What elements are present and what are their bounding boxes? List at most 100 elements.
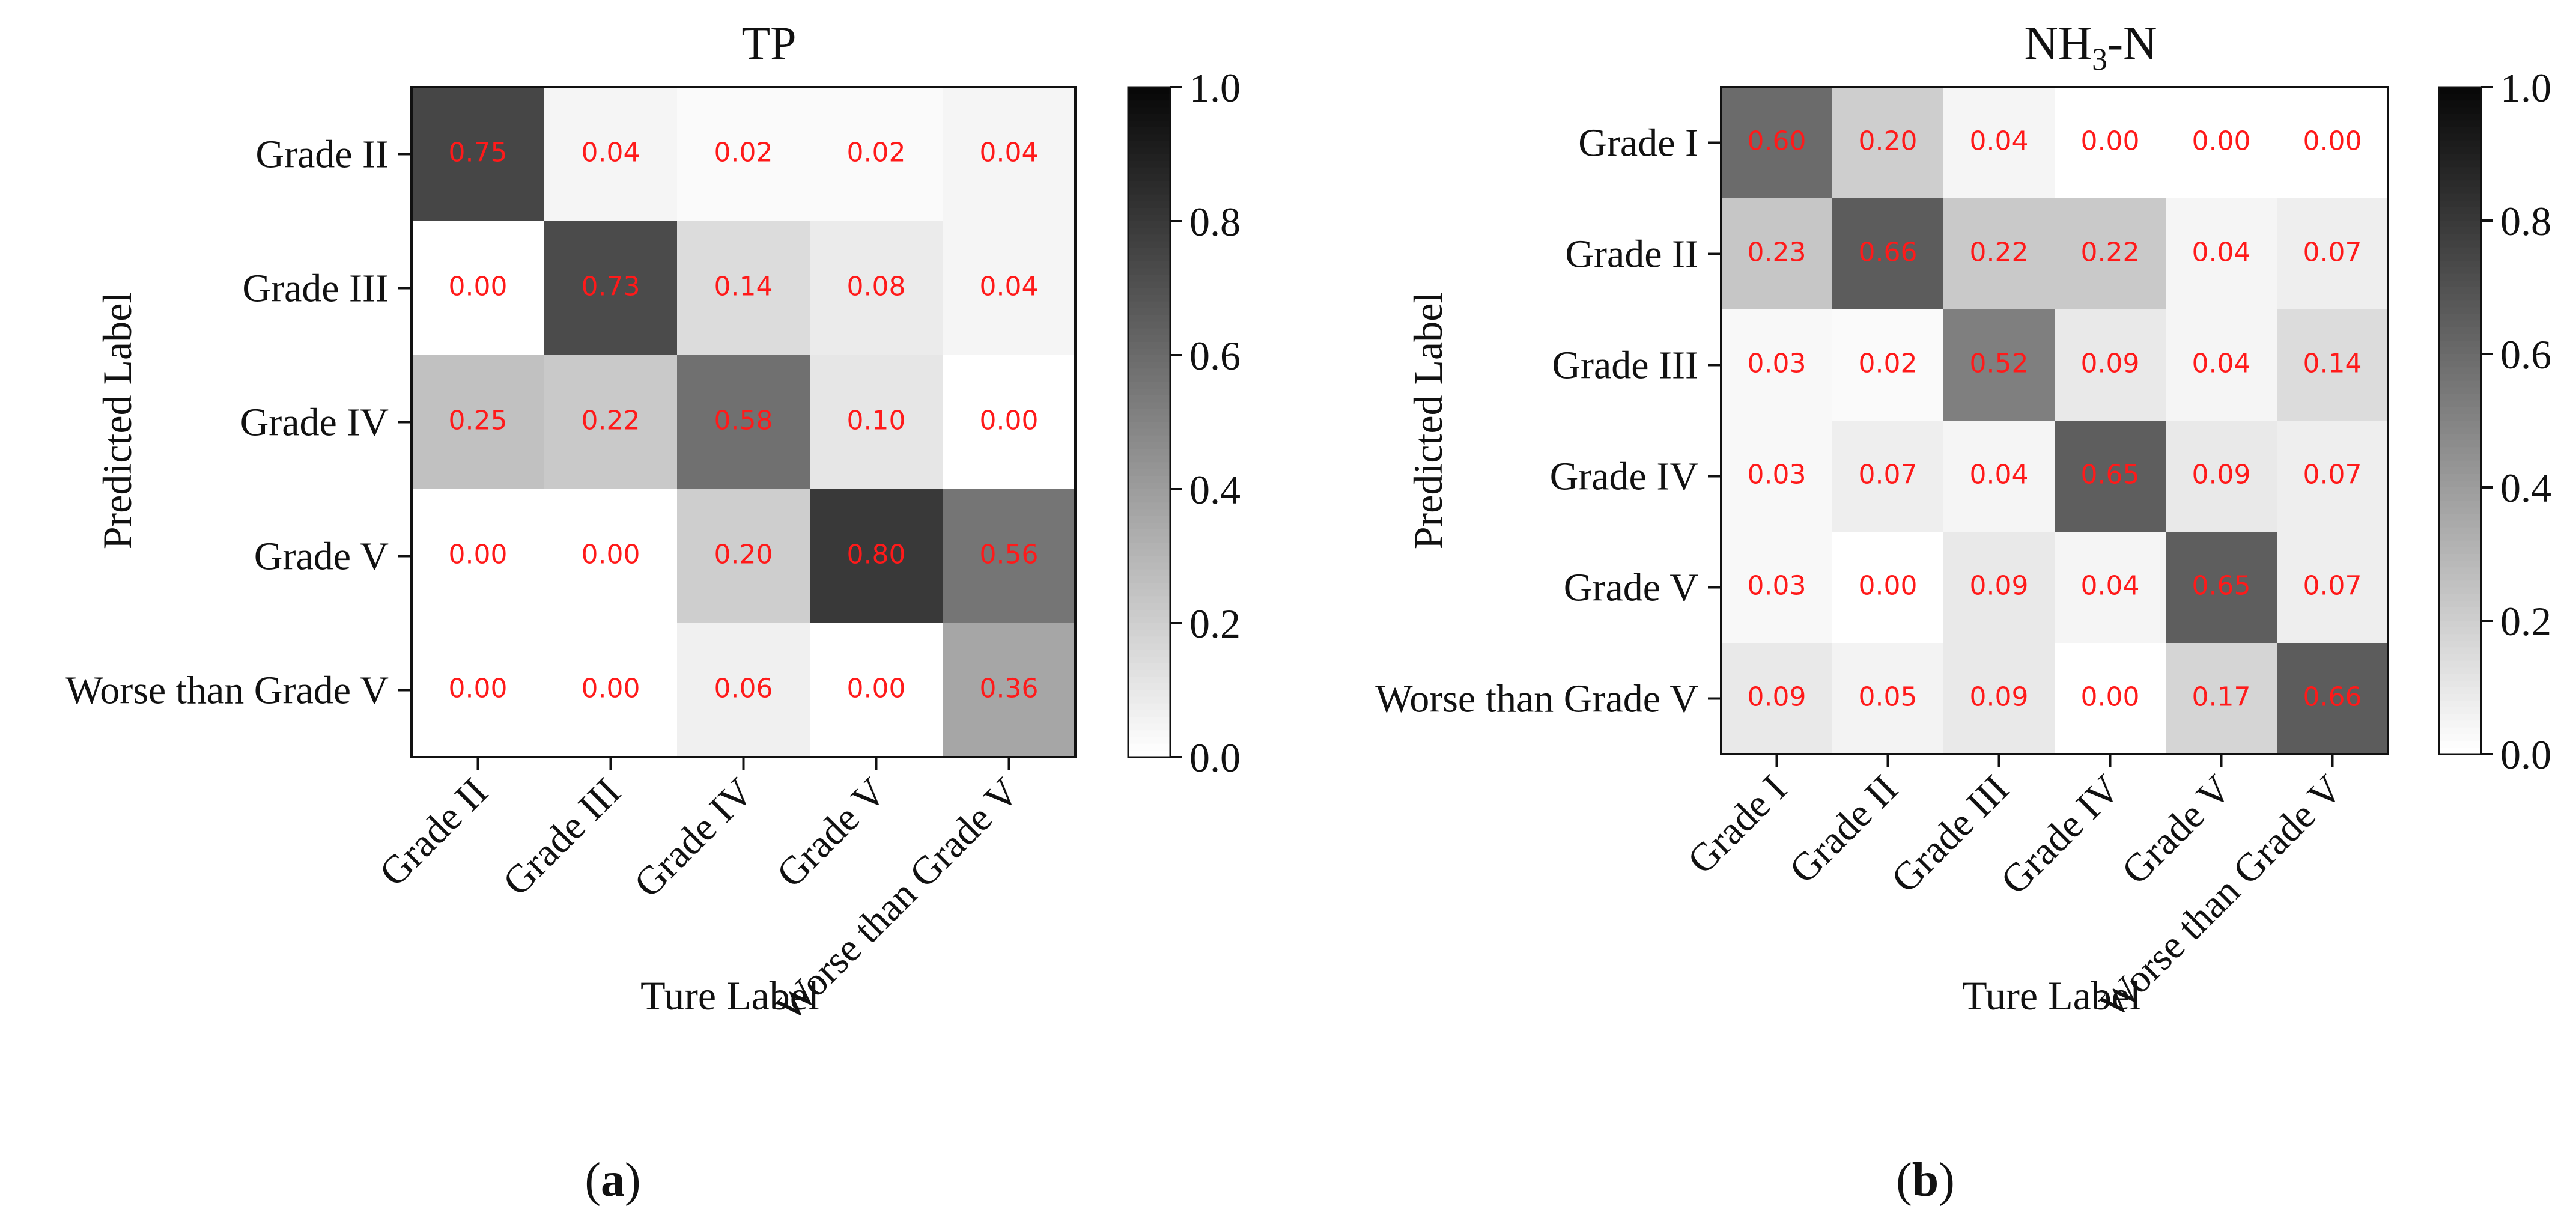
- colorbar-segment: [2439, 580, 2481, 588]
- colorbar-segment: [2439, 133, 2481, 141]
- colorbar-segment: [1128, 207, 1170, 215]
- cell-value-label: 0.22: [2081, 237, 2140, 268]
- colorbar-segment: [1128, 516, 1170, 523]
- cell-value-label: 0.02: [1859, 349, 1918, 379]
- colorbar-segment: [2439, 227, 2481, 234]
- colorbar-segment: [2439, 347, 2481, 355]
- heatmap-cell: [1832, 532, 1944, 644]
- heatmap-cell: [1943, 87, 2055, 199]
- colorbar-segment: [2439, 354, 2481, 361]
- cell-value-label: 0.03: [1748, 460, 1806, 490]
- heatmap-cell: [544, 221, 678, 356]
- cell-value-label: 0.03: [1748, 349, 1806, 379]
- heatmap-cell: [1721, 198, 1833, 310]
- colorbar-segment: [2439, 701, 2481, 708]
- cell-value-label: 0.04: [1970, 460, 2029, 490]
- heatmap-cell: [1721, 421, 1833, 532]
- colorbar-segment: [1128, 556, 1170, 564]
- colorbar-segment: [1128, 120, 1170, 128]
- colorbar-segment: [2439, 447, 2481, 455]
- colorbar-segment: [2439, 273, 2481, 281]
- colorbar-segment: [1128, 261, 1170, 269]
- colorbar-segment: [2439, 654, 2481, 662]
- colorbar-segment: [2439, 540, 2481, 548]
- colorbar-segment: [1128, 275, 1170, 282]
- cell-value-label: 0.04: [980, 272, 1039, 302]
- colorbar-segment: [2439, 740, 2481, 748]
- cell-value-label: 0.07: [2303, 237, 2362, 268]
- cell-value-label: 0.65: [2081, 460, 2140, 490]
- heatmap-cell: [2055, 198, 2166, 310]
- colorbar-segment: [1128, 469, 1170, 477]
- heatmap-cell: [2166, 309, 2277, 421]
- colorbar-segment: [1128, 181, 1170, 189]
- heatmap-cell: [1721, 643, 1833, 755]
- colorbar-segment: [2439, 234, 2481, 242]
- heatmap-cell: [943, 489, 1076, 624]
- colorbar-segment: [1128, 154, 1170, 162]
- colorbar-segment: [2439, 221, 2481, 228]
- heatmap-cell: [1832, 643, 1944, 755]
- colorbar-segment: [2439, 100, 2481, 108]
- colorbar-segment: [2439, 647, 2481, 655]
- cell-value-label: 0.09: [1970, 571, 2029, 601]
- colorbar-segment: [2439, 114, 2481, 121]
- colorbar-segment: [1128, 87, 1170, 94]
- cell-value-label: 0.10: [847, 406, 906, 436]
- cell-value-label: 0.58: [714, 406, 773, 436]
- heatmap-cell: [943, 355, 1076, 490]
- heatmap-cell: [1721, 87, 1833, 199]
- colorbar-segment: [2439, 567, 2481, 575]
- colorbar-segment: [1128, 254, 1170, 262]
- colorbar-segment: [2439, 120, 2481, 128]
- panel-a-cells: 0.75 0.04 0.02 0.02 0.04 0.00 0.73 0.14 0.08 0.04…: [412, 87, 1076, 758]
- colorbar-tick-label: 0.6: [2500, 332, 2551, 377]
- colorbar-frame: [2438, 86, 2482, 755]
- colorbar-segment: [2439, 154, 2481, 161]
- colorbar-segment: [1128, 335, 1170, 343]
- colorbar-segment: [1128, 422, 1170, 430]
- colorbar-segment: [2439, 520, 2481, 528]
- colorbar-segment: [1128, 449, 1170, 457]
- cell-value-label: 0.00: [582, 674, 640, 704]
- heatmap-cell: [2055, 643, 2166, 755]
- colorbar-segment: [1128, 321, 1170, 329]
- colorbar-segment: [1128, 127, 1170, 135]
- heatmap-cell: [677, 623, 810, 758]
- heatmap-cell: [943, 87, 1076, 222]
- heatmap-cell: [943, 221, 1076, 356]
- heatmap-cell: [2055, 421, 2166, 532]
- cell-value-label: 0.09: [2192, 460, 2251, 490]
- cell-value-label: 0.14: [714, 272, 773, 302]
- colorbar-segment: [2439, 501, 2481, 508]
- colorbar-tick-label: 0.8: [1189, 199, 1241, 245]
- cell-value-label: 0.04: [2192, 237, 2251, 268]
- cell-value-label: 0.00: [449, 540, 508, 570]
- colorbar-segment: [2439, 480, 2481, 488]
- panel-a-heatmap: TP 0.75 0.04 0.02 0.02 0.040.00 0.73 0.14 0.08 0…: [65, 17, 1241, 1207]
- colorbar-segment: [1128, 683, 1170, 691]
- cell-value-label: 0.60: [1748, 126, 1806, 157]
- colorbar-segment: [2439, 494, 2481, 501]
- heatmap-cell: [544, 623, 678, 758]
- panel-a-label: (a): [585, 1154, 640, 1207]
- panel-b-title: NH3-N: [2025, 17, 2157, 77]
- colorbar-tick-label: 0.0: [2500, 732, 2551, 778]
- colorbar-segment: [2439, 327, 2481, 335]
- colorbar-segment: [2439, 140, 2481, 148]
- colorbar-segment: [2439, 307, 2481, 315]
- heatmap-cell: [412, 623, 545, 758]
- colorbar-segment: [1128, 730, 1170, 738]
- colorbar-segment: [1128, 268, 1170, 275]
- colorbar-segment: [2439, 687, 2481, 695]
- colorbar-segment: [1128, 576, 1170, 583]
- heatmap-cell: [1832, 198, 1944, 310]
- colorbar-segment: [2439, 614, 2481, 621]
- colorbar-segment: [2439, 413, 2481, 421]
- cell-value-label: 0.07: [2303, 571, 2362, 601]
- colorbar-frame: [1127, 86, 1171, 758]
- colorbar-segment: [1128, 536, 1170, 543]
- colorbar-segment: [1128, 475, 1170, 483]
- cell-value-label: 0.22: [582, 406, 640, 436]
- heatmap-cell: [2166, 421, 2277, 532]
